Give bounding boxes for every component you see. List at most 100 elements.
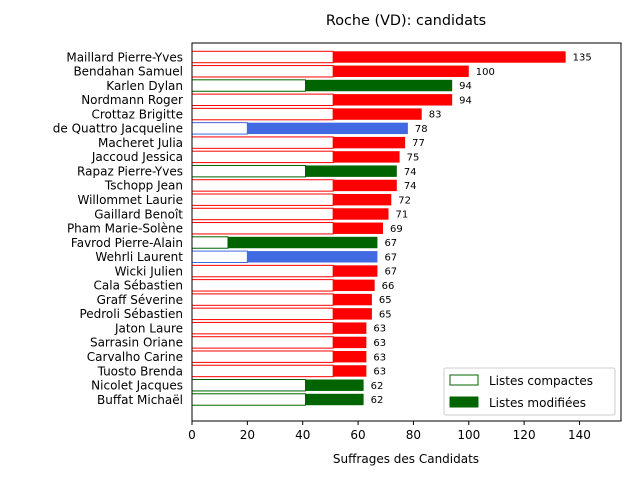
bar-modified — [333, 350, 367, 363]
value-label: 67 — [384, 238, 397, 249]
bar-compact — [191, 236, 229, 249]
candidate-label: Nicolet Jacques — [91, 379, 183, 393]
bar-modified — [333, 136, 406, 149]
bar-modified — [305, 165, 397, 177]
bar-compact — [191, 193, 334, 206]
x-tick-label: 100 — [457, 428, 480, 442]
candidate-label: Karlen Dylan — [106, 79, 183, 93]
legend-label-compact: Listes compactes — [489, 374, 593, 388]
candidate-label: Maillard Pierre-Yves — [66, 50, 183, 64]
value-label: 74 — [404, 181, 417, 192]
chart-title: Roche (VD): candidats — [326, 13, 486, 29]
value-label: 63 — [373, 338, 386, 349]
x-tick-label: 0 — [188, 428, 196, 442]
candidate-label: Crottaz Brigitte — [91, 107, 183, 121]
bar-compact — [191, 393, 306, 406]
bar-compact — [191, 50, 334, 64]
x-tick-label: 140 — [568, 428, 591, 442]
legend-swatch-compact — [449, 374, 479, 386]
x-tick-label: 60 — [350, 428, 365, 442]
value-label: 135 — [573, 53, 592, 64]
bar-compact — [191, 364, 334, 378]
value-label: 62 — [371, 381, 384, 392]
bar-modified — [333, 322, 367, 334]
candidate-label: Sarrasin Oriane — [90, 336, 183, 350]
value-label: 67 — [384, 252, 397, 263]
bar-compact — [191, 379, 306, 392]
x-tick-label: 80 — [406, 428, 421, 442]
bar-modified — [333, 108, 422, 120]
bar-modified — [333, 208, 389, 220]
bar-modified — [247, 251, 378, 263]
bar-compact — [191, 250, 248, 263]
x-axis-ticks: 0 20 40 60 80 100 120 140 — [188, 421, 591, 442]
x-tick-label: 120 — [513, 428, 536, 442]
value-label: 78 — [415, 124, 428, 135]
bar-compact — [191, 222, 334, 235]
bar-modified — [333, 308, 372, 320]
value-label: 94 — [459, 95, 472, 106]
candidate-label: Wicki Julien — [115, 264, 183, 278]
plot-frame — [191, 42, 622, 422]
bar-compact — [191, 279, 334, 292]
bar-modified — [227, 236, 378, 249]
value-label: 63 — [373, 324, 386, 335]
bar-compact — [191, 321, 334, 335]
value-label: 77 — [412, 138, 425, 149]
candidate-label: Cala Sébastien — [94, 279, 183, 293]
value-label: 71 — [396, 210, 409, 221]
value-label: 94 — [459, 81, 472, 92]
bar-modified — [333, 336, 367, 349]
bar-compact — [191, 336, 334, 349]
bar-modified — [333, 94, 453, 106]
bar-modified — [333, 293, 372, 306]
bar-compact — [191, 79, 306, 92]
candidate-label: Graff Séverine — [97, 293, 183, 307]
candidate-label: Nordmann Roger — [81, 93, 183, 107]
value-label: 62 — [371, 395, 384, 406]
bars-layer — [191, 50, 566, 406]
candidate-label: Macheret Julia — [98, 136, 183, 150]
bar-modified — [333, 151, 400, 163]
legend-label-modified: Listes modifiées — [489, 396, 586, 410]
bar-compact — [191, 293, 334, 306]
bar-modified — [333, 365, 367, 377]
bar-modified — [333, 265, 378, 277]
candidate-label: Buffat Michaël — [97, 393, 183, 407]
candidate-label: Tuosto Brenda — [97, 364, 183, 378]
value-label: 100 — [476, 67, 495, 78]
legend-box — [443, 367, 616, 416]
bar-compact — [191, 307, 334, 321]
bar-modified — [333, 51, 566, 63]
value-label: 67 — [384, 267, 397, 278]
bar-modified — [247, 122, 408, 135]
bar-compact — [191, 207, 334, 221]
bar-modified — [333, 179, 397, 192]
value-label: 69 — [390, 224, 403, 235]
legend: Listes compactes Listes modifiées — [443, 367, 616, 416]
candidate-label: Willommet Laurie — [77, 193, 183, 207]
value-label: 63 — [373, 352, 386, 363]
bar-compact — [191, 122, 248, 135]
value-label: 63 — [373, 367, 386, 378]
bar-modified — [305, 393, 364, 406]
bar-modified — [305, 379, 364, 391]
x-tick-label: 40 — [295, 428, 310, 442]
candidate-label: Rapaz Pierre-Yves — [77, 164, 183, 178]
candidate-label: Tschopp Jean — [104, 179, 183, 193]
value-label: 75 — [407, 152, 420, 163]
value-label: 65 — [379, 309, 392, 320]
bar-compact — [191, 65, 334, 78]
bar-compact — [191, 150, 334, 164]
candidate-label: Gaillard Benoît — [94, 207, 183, 221]
candidate-label: Favrod Pierre-Alain — [71, 236, 183, 250]
bar-modified — [333, 222, 383, 234]
bar-compact — [191, 264, 334, 278]
value-label: 72 — [398, 195, 411, 206]
value-label: 65 — [379, 295, 392, 306]
candidate-label: Carvalho Carine — [87, 350, 183, 364]
candidate-label: de Quattro Jacqueline — [53, 122, 183, 136]
